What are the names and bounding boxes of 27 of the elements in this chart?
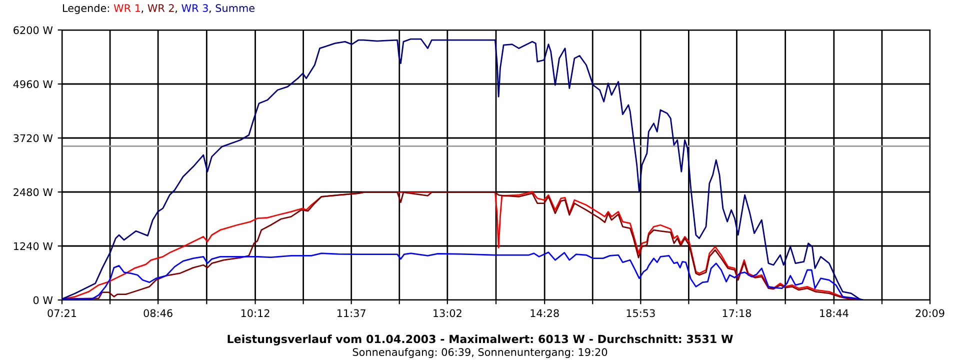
x-tick-label: 17:18 bbox=[722, 309, 752, 318]
x-tick-label: 15:53 bbox=[626, 309, 655, 318]
text: WR 1 bbox=[114, 4, 140, 12]
y-tick-label: 6200 W bbox=[14, 26, 53, 34]
text: Sonnenaufgang: 06:39, Sonnenuntergang: 19:20 bbox=[352, 348, 608, 358]
text: Summe bbox=[216, 4, 254, 12]
x-tick-label: 11:37 bbox=[337, 309, 366, 318]
y-tick-label: 4960 W bbox=[13, 80, 53, 88]
y-tick-label: 3720 W bbox=[14, 134, 53, 142]
x-tick-label: 13:02 bbox=[434, 309, 462, 318]
y-tick-label: 2480 W bbox=[14, 188, 53, 196]
x-tick-label: 18:44 bbox=[820, 309, 848, 318]
text: WR 2 bbox=[148, 4, 174, 12]
text: , bbox=[175, 10, 177, 14]
text: Leistungsverlauf vom 01.04.2003 - Maximalwert: 6013 W - Durchschnitt: 3531 W bbox=[228, 334, 733, 346]
legend-title: Legende: bbox=[63, 4, 109, 14]
x-tick-label: 20:09 bbox=[916, 309, 944, 318]
x-tick-label: 08:46 bbox=[144, 309, 172, 318]
y-tick-label: 0 W bbox=[33, 296, 53, 304]
y-tick-label: 1240 W bbox=[14, 242, 53, 250]
text: WR 3 bbox=[182, 4, 208, 12]
line-series bbox=[62, 38, 864, 300]
x-tick-label: 14:28 bbox=[530, 309, 559, 318]
text: , bbox=[142, 10, 144, 14]
x-tick-label: 07:21 bbox=[48, 309, 76, 318]
text: , bbox=[209, 10, 211, 14]
x-tick-label: 10:12 bbox=[241, 309, 270, 318]
